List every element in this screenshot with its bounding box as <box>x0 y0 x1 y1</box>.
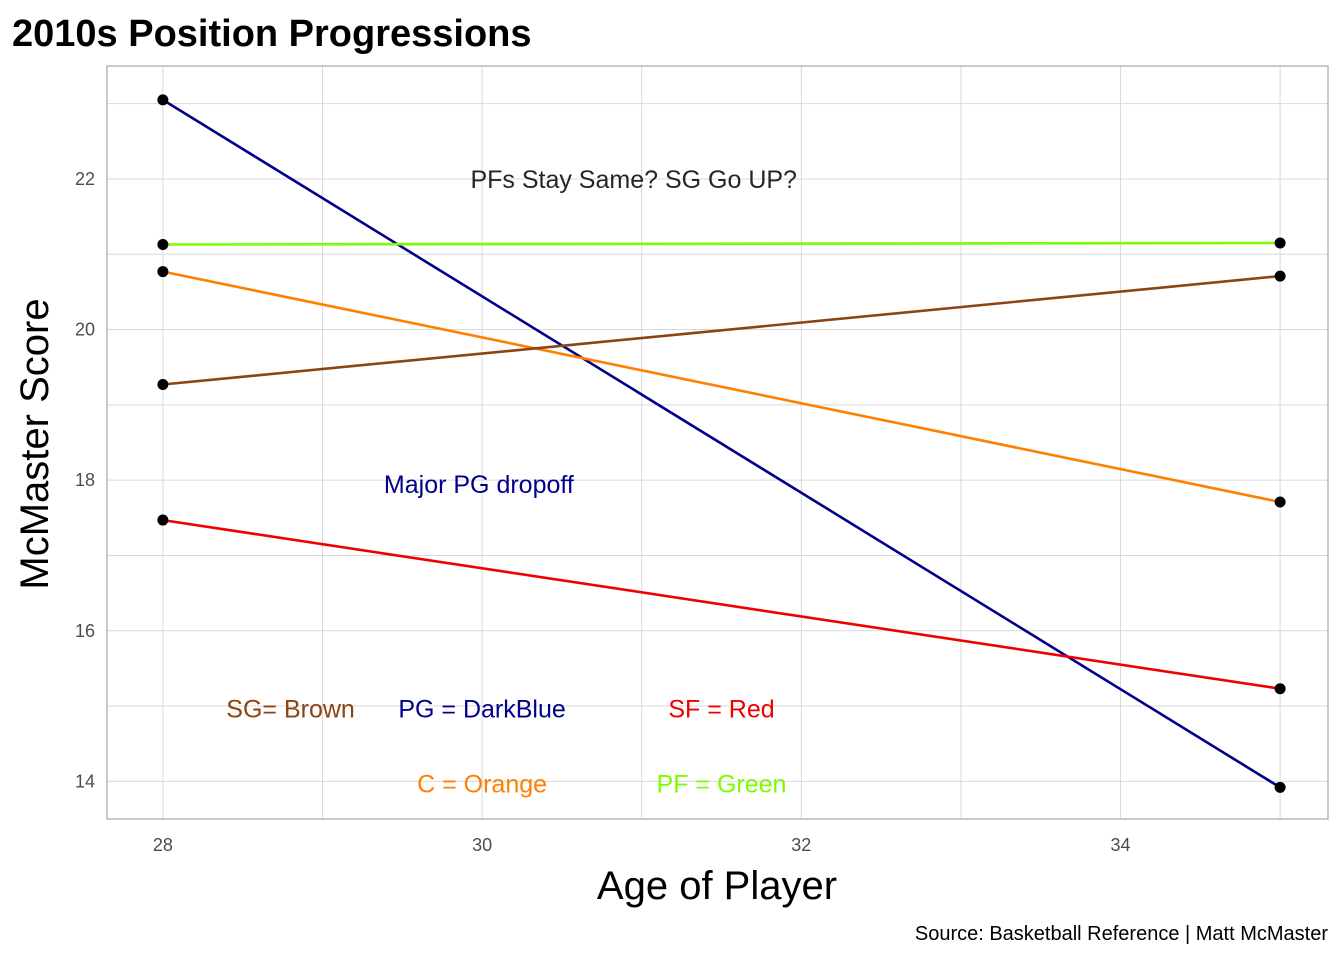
series-line <box>162 98 1281 789</box>
chart-title: 2010s Position Progressions <box>12 13 532 55</box>
x-tick-label: 32 <box>791 835 811 855</box>
data-points <box>157 94 1286 793</box>
series-lines <box>162 98 1281 789</box>
annotation-label: Major PG dropoff <box>384 471 574 499</box>
data-point <box>1274 237 1286 249</box>
y-tick-label: 14 <box>75 771 95 791</box>
annotation-label: C = Orange <box>417 771 547 799</box>
data-point <box>1274 683 1286 695</box>
chart-caption: Source: Basketball Reference | Matt McMa… <box>915 923 1328 945</box>
data-point <box>157 238 169 250</box>
annotation-label: PG = DarkBlue <box>398 695 565 723</box>
data-point <box>1274 781 1286 793</box>
series-line <box>162 518 1281 690</box>
data-point <box>157 266 169 278</box>
annotations: PFs Stay Same? SG Go UP? Major PG dropoff… <box>226 166 797 799</box>
annotation-label: PFs Stay Same? SG Go UP? <box>470 166 797 194</box>
y-tick-label: 18 <box>75 470 95 490</box>
annotation-label: SG= Brown <box>226 695 355 723</box>
x-tick-label: 30 <box>472 835 492 855</box>
annotation-label: SF = Red <box>668 695 774 723</box>
data-point <box>1274 496 1286 508</box>
data-point <box>157 514 169 526</box>
data-point <box>157 94 169 106</box>
series-line <box>162 274 1281 386</box>
y-tick-label: 16 <box>75 621 95 641</box>
x-tick-label: 34 <box>1110 835 1130 855</box>
annotation-label: PF = Green <box>657 771 787 799</box>
y-tick-label: 22 <box>75 169 95 189</box>
y-axis-title: McMaster Score <box>13 298 57 589</box>
tick-labels: 28 30 32 34 14 16 18 20 22 <box>75 169 1131 855</box>
series-line <box>162 270 1281 504</box>
plot-panel-border <box>106 65 1329 820</box>
x-axis-title: Age of Player <box>597 864 837 908</box>
data-point <box>157 379 169 391</box>
series-line <box>162 241 1281 246</box>
data-point <box>1274 270 1286 282</box>
y-tick-label: 20 <box>75 320 95 340</box>
x-tick-label: 28 <box>153 835 173 855</box>
